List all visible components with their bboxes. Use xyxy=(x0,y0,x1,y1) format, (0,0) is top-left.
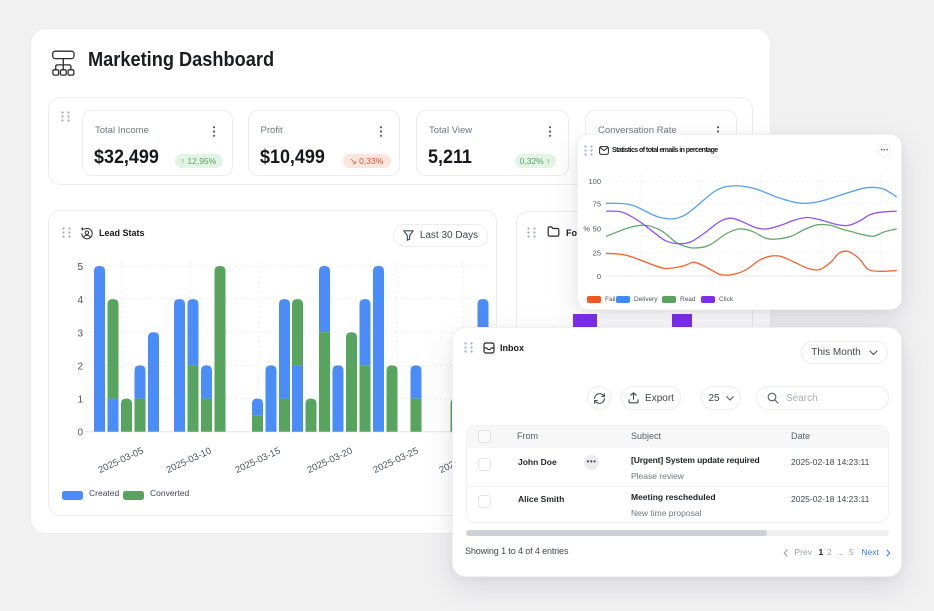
svg-text:3: 3 xyxy=(77,328,83,339)
svg-text:2025-03-20: 2025-03-20 xyxy=(306,445,355,476)
svg-text:4: 4 xyxy=(77,295,83,306)
svg-text:2025-03-05: 2025-03-05 xyxy=(97,445,146,476)
svg-text:1: 1 xyxy=(77,395,83,406)
svg-text:100: 100 xyxy=(588,177,601,186)
svg-text:2025-03-25: 2025-03-25 xyxy=(372,445,421,476)
svg-text:50: 50 xyxy=(593,225,601,234)
svg-text:0: 0 xyxy=(597,272,601,281)
svg-text:2025-03-15: 2025-03-15 xyxy=(234,445,283,476)
svg-text:5: 5 xyxy=(77,262,83,273)
svg-text:75: 75 xyxy=(593,200,601,209)
svg-text:%: % xyxy=(583,225,590,234)
svg-text:2025-03-10: 2025-03-10 xyxy=(165,445,214,476)
svg-text:25: 25 xyxy=(593,249,601,258)
svg-text:0: 0 xyxy=(77,428,83,439)
svg-text:2: 2 xyxy=(77,361,83,372)
